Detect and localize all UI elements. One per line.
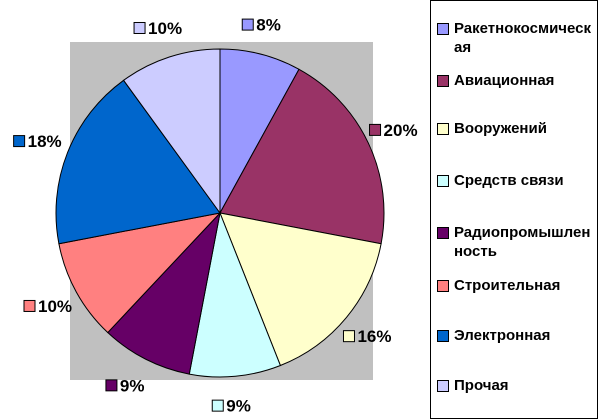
legend-label: Прочая (454, 377, 509, 394)
pie-slice (219, 212, 382, 367)
data-label: 10% (148, 19, 182, 38)
chart: 8% 20% 16% 9% 9% 10% 18% 10% (13, 16, 418, 416)
legend-item: Электронная (437, 326, 593, 345)
data-label: 20% (384, 121, 418, 140)
legend-label: Ракетнокосмическая (454, 20, 592, 56)
pie-slice (55, 79, 221, 245)
data-label-group: 16% (342, 327, 392, 346)
pie-slice (219, 68, 385, 245)
legend-swatch (437, 123, 449, 135)
legend-label: Электронная (454, 327, 551, 344)
legend-item: Ракетнокосмическая (437, 19, 593, 57)
legend-swatch (437, 227, 449, 239)
data-label-group: 8% (241, 16, 281, 35)
legend-item: Радиопромышленность (437, 223, 593, 261)
data-label-group: 18% (13, 132, 62, 151)
legend-swatch (437, 280, 449, 292)
legend-item: Строительная (437, 276, 593, 295)
label-swatch (342, 330, 355, 343)
legend-label: Авиационная (454, 72, 555, 89)
legend-label: Радиопромышленность (454, 224, 591, 260)
legend-swatch (437, 330, 449, 342)
legend-swatch (437, 75, 449, 87)
legend: Ракетнокосмическая Авиационная Вооружений С… (430, 0, 598, 419)
legend-label: Строительная (454, 277, 561, 294)
data-label: 18% (28, 132, 62, 151)
data-label: 10% (38, 297, 72, 316)
legend-item: Вооружений (437, 119, 593, 138)
legend-item: Средств связи (437, 171, 593, 190)
label-swatch (13, 135, 26, 148)
label-swatch (241, 18, 254, 31)
pie-slice (122, 48, 221, 215)
legend-item: Авиационная (437, 71, 593, 90)
label-swatch (105, 379, 118, 392)
legend-item: Прочая (437, 376, 593, 395)
legend-label: Средств связи (454, 172, 564, 189)
data-label: 9% (226, 397, 251, 416)
data-label: 9% (120, 376, 145, 395)
data-label-group: 10% (23, 297, 72, 316)
legend-swatch (437, 23, 449, 35)
data-label-group: 10% (133, 19, 182, 38)
data-label: 8% (256, 16, 281, 35)
label-swatch (369, 123, 382, 136)
pie-slice (107, 211, 221, 375)
label-swatch (23, 299, 36, 312)
label-swatch (211, 399, 224, 412)
data-label: 16% (357, 327, 391, 346)
legend-swatch (437, 175, 449, 187)
data-label-group: 20% (369, 121, 418, 140)
legend-swatch (437, 380, 449, 392)
label-swatch (133, 21, 146, 34)
data-label-group: 9% (105, 376, 145, 395)
pie-slice (188, 211, 282, 378)
data-label-group: 9% (211, 397, 251, 416)
pie-slice (58, 212, 222, 334)
legend-label: Вооружений (454, 120, 547, 137)
